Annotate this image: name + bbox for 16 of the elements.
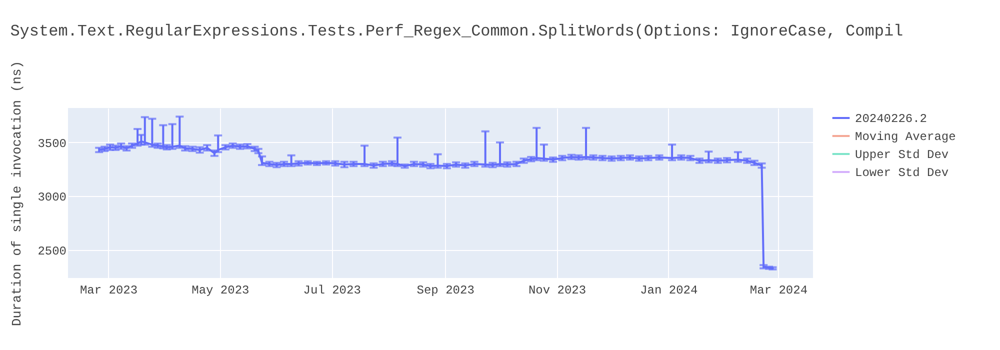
y-tick-label: 2500 [38, 244, 66, 259]
x-tick-label: Jan 2024 [640, 284, 698, 298]
legend-label: Upper Std Dev [855, 148, 949, 162]
y-tick-label: 3500 [38, 136, 66, 151]
x-tick-label: Sep 2023 [416, 284, 474, 298]
legend-label: 20240226.2 [855, 112, 928, 126]
y-axis-title: Duration of single invocation (ns) [10, 60, 25, 326]
x-tick-label: May 2023 [192, 284, 250, 298]
x-tick-label: Jul 2023 [303, 284, 361, 298]
legend-label: Moving Average [855, 130, 956, 144]
x-tick-label: Mar 2024 [750, 284, 808, 298]
x-tick-label: Mar 2023 [80, 284, 138, 298]
chart-title: System.Text.RegularExpressions.Tests.Perf_Regex_Common.SplitWords(Options: IgnoreCase, Compil [10, 22, 904, 40]
x-tick-label: Nov 2023 [528, 284, 586, 298]
y-tick-label: 3000 [38, 190, 66, 205]
legend-label: Lower Std Dev [855, 166, 949, 180]
